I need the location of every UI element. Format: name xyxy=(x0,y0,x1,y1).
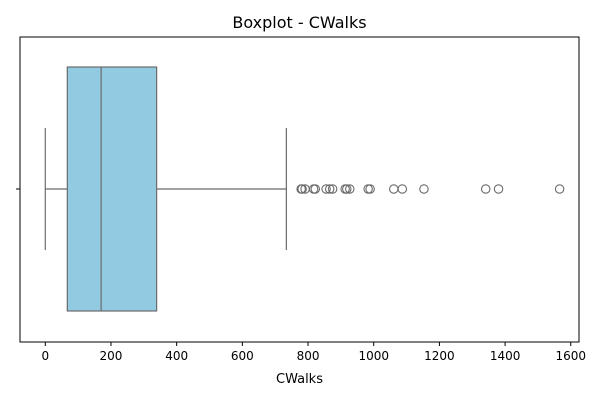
x-tick-label: 800 xyxy=(297,349,320,363)
iqr-box xyxy=(66,66,158,312)
outlier-point xyxy=(345,184,355,194)
x-tick-label: 600 xyxy=(231,349,254,363)
outlier-point xyxy=(554,184,565,194)
outlier-point xyxy=(365,184,375,194)
outlier-point xyxy=(480,184,491,194)
x-tick-label: 0 xyxy=(41,349,49,363)
x-tick-label: 1400 xyxy=(490,349,521,363)
x-tick-label: 1600 xyxy=(556,349,587,363)
outlier-point xyxy=(493,184,504,194)
x-tick-label: 1000 xyxy=(358,349,389,363)
outlier-point xyxy=(342,184,352,194)
outlier-point xyxy=(321,184,331,194)
outlier-point xyxy=(389,184,399,194)
x-tick-label: 400 xyxy=(165,349,188,363)
x-tick-label: 200 xyxy=(100,349,123,363)
plot-area xyxy=(44,66,565,312)
x-axis-label: CWalks xyxy=(276,372,323,387)
outlier-point xyxy=(327,184,338,194)
x-axis: 0 200 400 600 800 1000 1200 1400 1600 xyxy=(16,188,587,363)
outlier-point xyxy=(397,184,408,194)
outlier-point xyxy=(324,184,335,194)
outlier-point xyxy=(363,184,373,194)
outlier-point xyxy=(297,184,307,194)
chart-title: Boxplot - CWalks xyxy=(232,13,366,32)
outlier-point xyxy=(419,184,429,194)
x-tick-label: 1200 xyxy=(424,349,455,363)
outlier-point xyxy=(310,184,321,194)
